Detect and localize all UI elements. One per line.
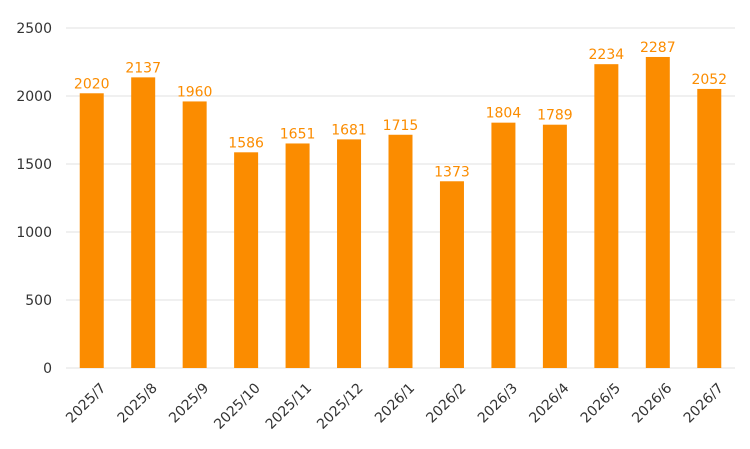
bar: [388, 134, 413, 368]
bar: [234, 152, 259, 368]
y-tick-label: 500: [25, 293, 52, 309]
x-tick-label: 2026/6: [629, 380, 675, 426]
bar: [491, 122, 516, 368]
data-label: 2234: [589, 47, 625, 63]
x-tick-label: 2026/4: [526, 380, 572, 426]
bar: [697, 88, 722, 368]
data-label: 1789: [537, 108, 573, 124]
x-tick-label: 2025/11: [263, 380, 315, 432]
bar: [182, 101, 207, 368]
bar: [79, 93, 104, 368]
data-label: 2020: [74, 76, 110, 92]
data-label: 2287: [640, 40, 676, 56]
x-tick-label: 2025/10: [211, 380, 263, 432]
y-tick-label: 1000: [16, 225, 52, 241]
y-tick-label: 1500: [16, 157, 52, 173]
data-label: 1960: [177, 84, 213, 100]
bar: [285, 143, 310, 368]
x-tick-label: 2025/7: [63, 380, 109, 426]
data-label: 2137: [125, 60, 161, 76]
data-label: 2052: [691, 72, 727, 88]
x-tick-label: 2025/12: [314, 380, 366, 432]
x-tick-label: 2026/5: [578, 380, 624, 426]
data-label: 1586: [228, 135, 264, 151]
bar: [594, 64, 619, 369]
bar: [439, 181, 464, 368]
x-tick-label: 2026/1: [372, 380, 418, 426]
data-label: 1681: [331, 122, 367, 138]
data-label: 1373: [434, 164, 470, 180]
x-tick-label: 2026/3: [475, 380, 521, 426]
data-label: 1651: [280, 126, 316, 142]
bar: [542, 124, 567, 368]
x-tick-label: 2026/7: [681, 380, 727, 426]
data-label: 1715: [383, 118, 419, 134]
x-tick-label: 2025/8: [115, 380, 161, 426]
y-tick-label: 2000: [16, 89, 52, 105]
bar: [131, 77, 156, 369]
y-tick-label: 2500: [16, 21, 52, 37]
bar: [645, 56, 670, 369]
y-tick-label: 0: [43, 361, 52, 377]
x-tick-label: 2026/2: [423, 380, 469, 426]
data-label: 1804: [486, 106, 522, 122]
bar: [337, 139, 362, 368]
x-tick-label: 2025/9: [166, 380, 212, 426]
